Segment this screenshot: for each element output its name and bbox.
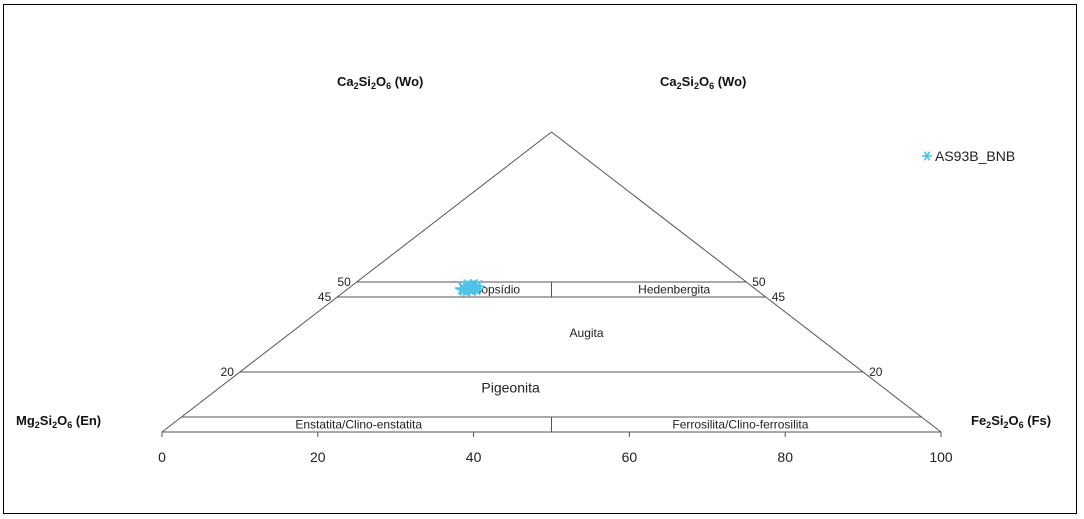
corner-label-bottom-right: Fe2Si2O6 (Fs) — [971, 413, 1051, 430]
wo-label-left-50: 50 — [337, 275, 351, 289]
data-point — [459, 281, 474, 295]
wo-label-left-20: 20 — [221, 365, 235, 379]
field-label-augite: Augita — [570, 326, 604, 340]
x-tick-label: 100 — [929, 449, 953, 465]
field-label-enstatite: Enstatita/Clino-enstatita — [295, 418, 422, 432]
wo-label-right-20: 20 — [869, 365, 883, 379]
x-tick-label: 0 — [158, 449, 166, 465]
x-tick-label: 40 — [466, 449, 482, 465]
legend-asterisk — [922, 151, 932, 161]
legend-marker-asterisk-icon — [922, 151, 932, 161]
legend-label: AS93B_BNB — [935, 148, 1015, 164]
wollastonite-lines: 50 50 45 45 20 20 — [181, 275, 922, 418]
data-points — [454, 278, 486, 297]
wo-label-right-45: 45 — [772, 290, 786, 304]
corner-label-bottom-left: Mg2Si2O6 (En) — [16, 413, 101, 430]
wo-label-right-50: 50 — [752, 275, 766, 289]
corner-label-top-left: Ca2Si2O6 (Wo) — [337, 74, 423, 91]
x-tick-label: 60 — [622, 449, 638, 465]
field-label-hedenbergite: Hedenbergita — [638, 283, 710, 297]
chart-frame — [3, 4, 1077, 514]
corner-label-top-right: Ca2Si2O6 (Wo) — [660, 74, 746, 91]
x-tick-label: 80 — [777, 449, 793, 465]
legend: AS93B_BNB — [922, 148, 1015, 164]
x-axis-ticks: 0 20 40 60 80 100 — [158, 432, 953, 465]
field-label-pigeonite: Pigeonita — [481, 380, 540, 396]
field-label-ferrosilite: Ferrosilita/Clino-ferrosilita — [672, 418, 808, 432]
wo-label-left-45: 45 — [318, 290, 332, 304]
x-tick-label: 20 — [310, 449, 326, 465]
